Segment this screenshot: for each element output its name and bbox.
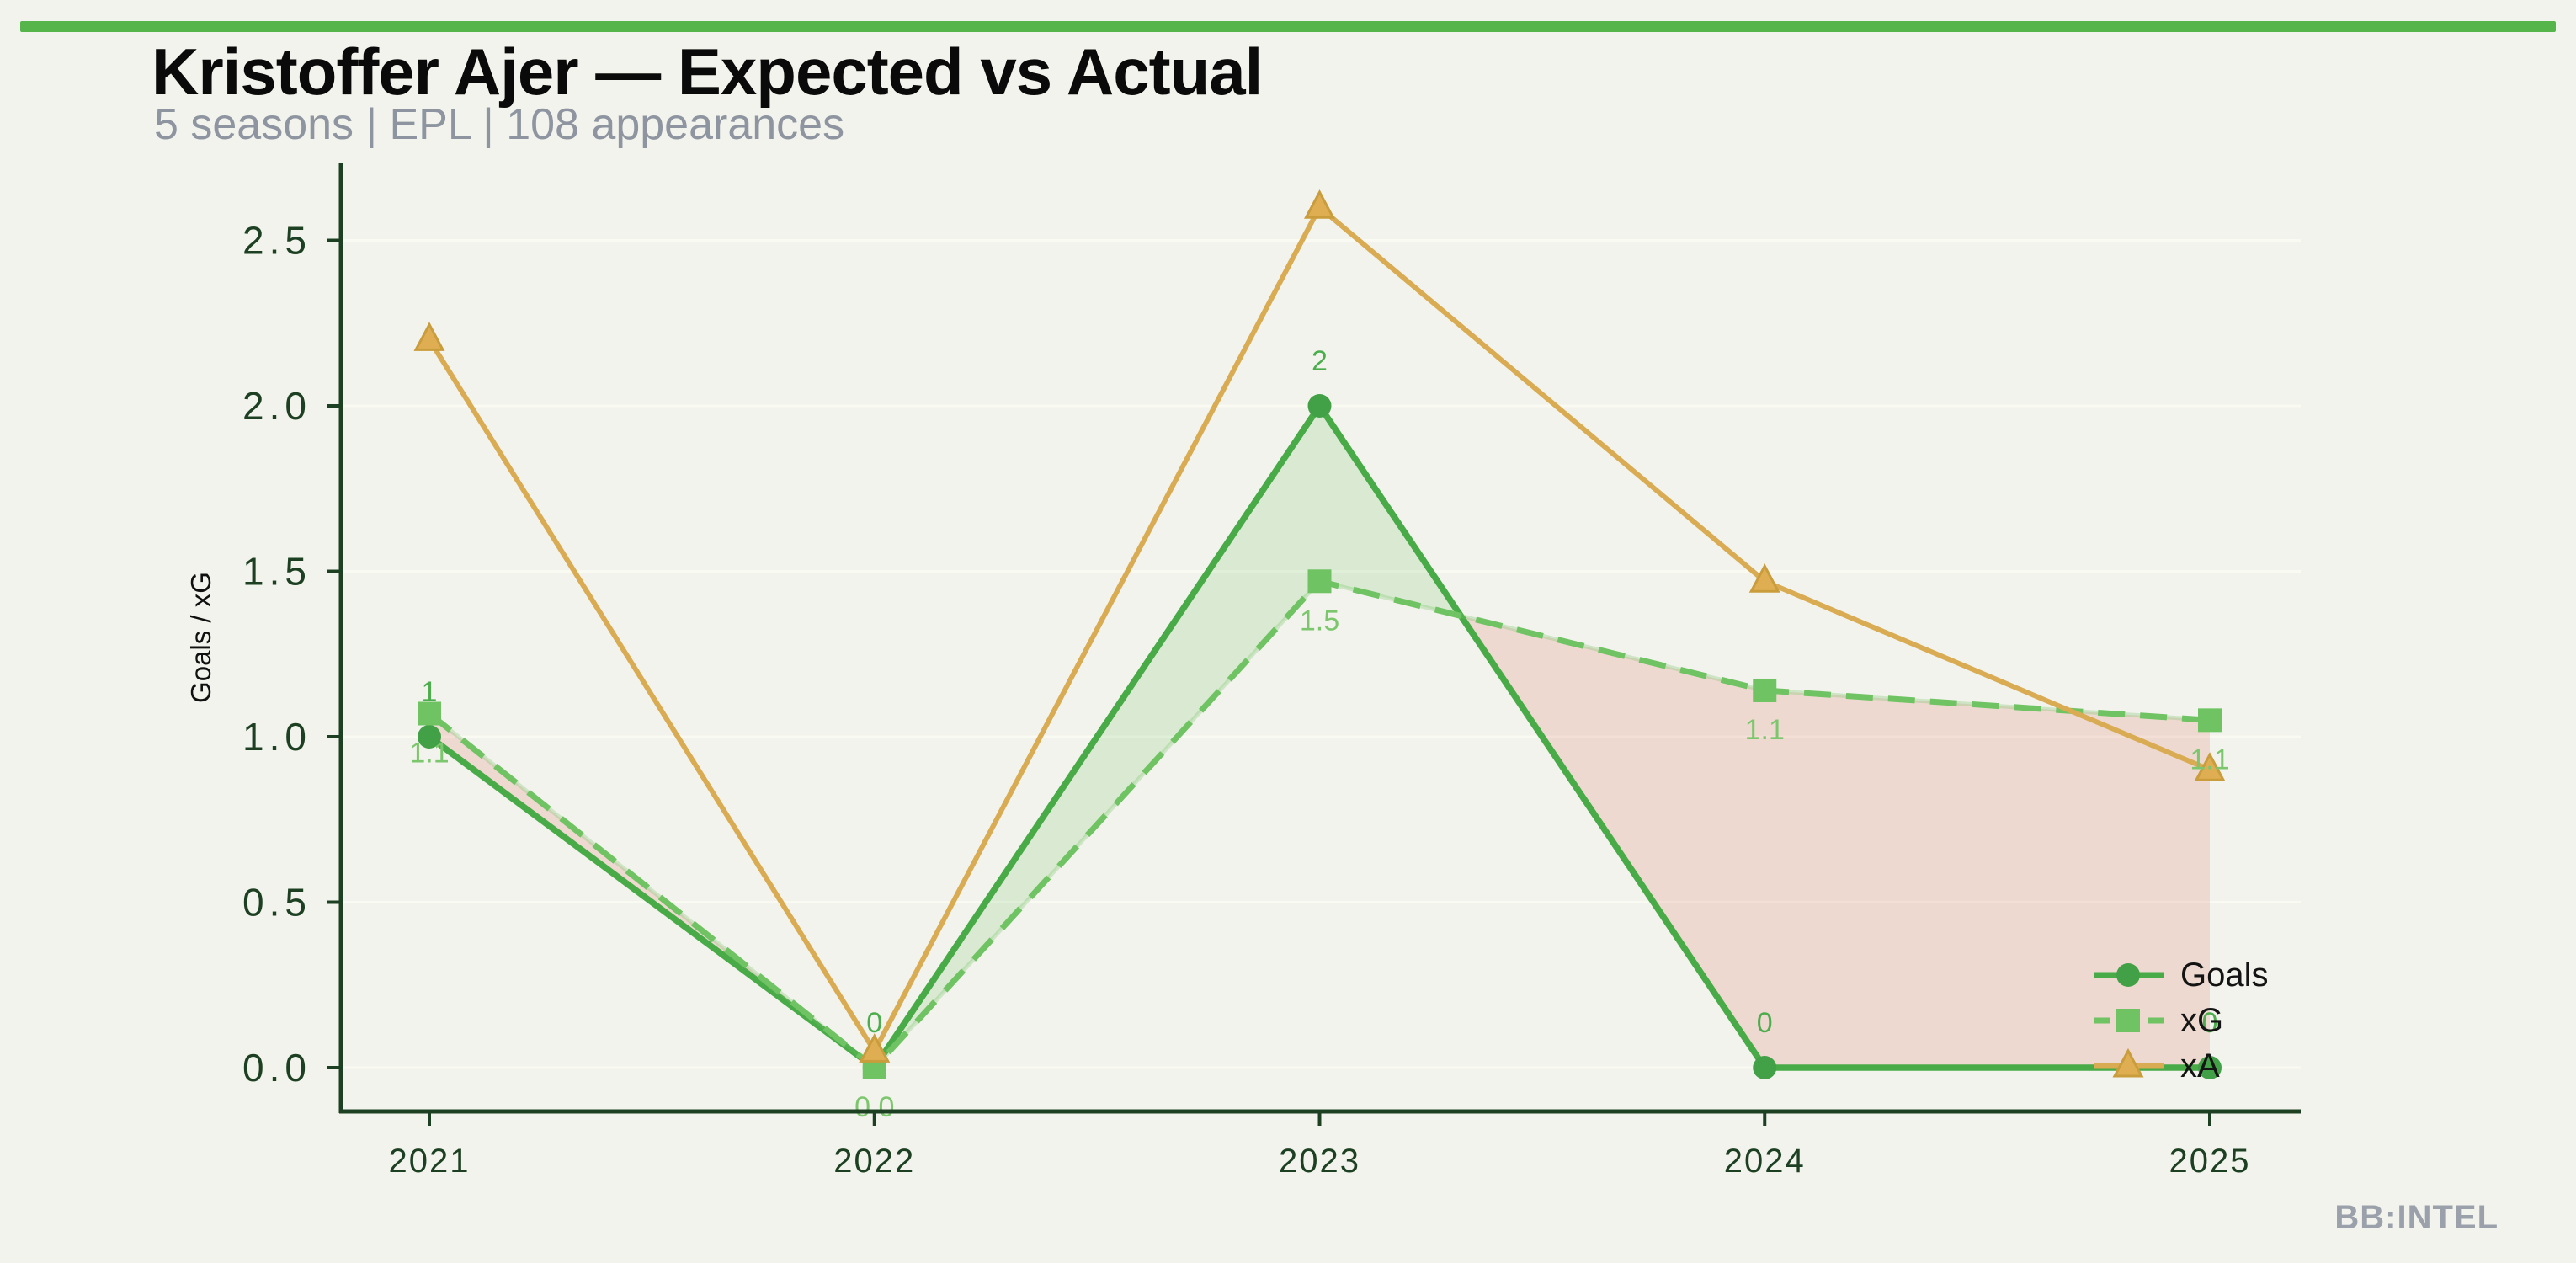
triangle-marker (413, 322, 445, 351)
point-label: 1.1 (409, 737, 449, 769)
point-label: 1.1 (2190, 743, 2229, 775)
circle-marker (1307, 394, 1332, 418)
y-axis-title: Goals / xG (185, 572, 216, 703)
legend-item-xg: xG (2094, 1002, 2223, 1039)
circle-marker (2116, 963, 2140, 987)
triangle-marker (2194, 752, 2226, 781)
point-label: 0 (2202, 1007, 2218, 1039)
legend: Goals xG xA (2094, 957, 2269, 1084)
legend-label: xA (2180, 1047, 2220, 1084)
point-label: 2 (1312, 345, 1328, 377)
y-tick-label: 2.5 (242, 219, 311, 263)
x-tick-label: 2023 (1279, 1143, 1360, 1180)
square-marker (418, 701, 441, 726)
legend-item-goals: Goals (2094, 957, 2269, 994)
circle-marker (418, 725, 441, 749)
page-title: Kristoffer Ajer — Expected vs Actual (152, 35, 1263, 109)
point-label: 0 (1757, 1007, 1773, 1039)
square-marker (2198, 708, 2222, 733)
legend-label: Goals (2180, 957, 2269, 994)
y-tick-label: 1.0 (242, 715, 311, 759)
page-subtitle: 5 seasons | EPL | 108 appearances (154, 100, 845, 149)
axes: 0.0 0.5 1.0 1.5 2.0 2.5 2021 2022 2023 2024 2025 Go… (185, 163, 2301, 1180)
x-tick-label: 2024 (1724, 1143, 1806, 1180)
accent-bar (20, 21, 2556, 32)
y-tick-label: 1.5 (242, 550, 311, 594)
triangle-marker (1748, 563, 1780, 593)
x-tick-label: 2022 (833, 1143, 915, 1180)
series-xg (418, 569, 2222, 1079)
square-marker (2116, 1009, 2140, 1032)
series-xa (413, 189, 2226, 1063)
triangle-marker (859, 1033, 891, 1063)
square-marker (1307, 569, 1332, 594)
triangle-marker (2112, 1047, 2144, 1078)
x-tick-label: 2021 (389, 1143, 471, 1180)
point-label: 1 (422, 676, 438, 708)
x-tick-label: 2025 (2169, 1143, 2251, 1180)
triangle-marker (1304, 189, 1335, 219)
underperformance-fill (1461, 616, 2210, 1068)
circle-marker (2198, 1056, 2222, 1079)
brand-watermark: BB:INTEL (2334, 1199, 2499, 1236)
point-label: 1.5 (1300, 605, 1339, 637)
point-label: 1.1 (1745, 714, 1785, 746)
y-tick-label: 0.0 (242, 1046, 311, 1090)
circle-marker (1753, 1056, 1777, 1079)
legend-item-xa: xA (2094, 1047, 2220, 1084)
y-tick-label: 2.0 (242, 384, 311, 428)
y-tick-label: 0.5 (242, 881, 311, 925)
square-marker (1753, 678, 1777, 702)
point-label: 0 (866, 1007, 882, 1039)
legend-label: xG (2180, 1002, 2223, 1039)
